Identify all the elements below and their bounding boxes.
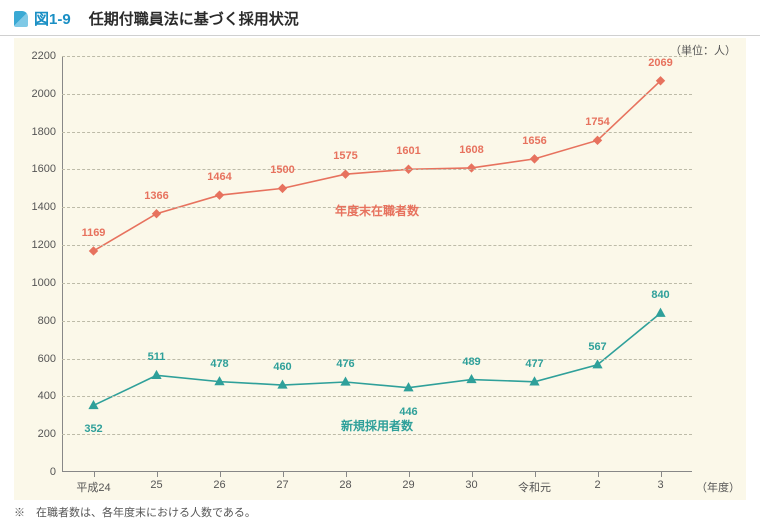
figure-label: 図1-9 xyxy=(34,8,71,29)
x-tick xyxy=(94,472,95,477)
grid-line xyxy=(62,169,692,170)
data-label: 1464 xyxy=(207,171,231,183)
data-marker xyxy=(90,247,98,255)
x-tick xyxy=(472,472,473,477)
data-label: 567 xyxy=(588,341,606,353)
y-tick-label: 200 xyxy=(38,428,56,440)
chart-container: 図1-9 任期付職員法に基づく採用状況 （単位：人） （年度） 02004006… xyxy=(0,0,760,530)
grid-line xyxy=(62,283,692,284)
data-label: 1608 xyxy=(459,144,483,156)
data-label: 1575 xyxy=(333,150,357,162)
y-tick-label: 400 xyxy=(38,390,56,402)
y-tick-label: 2200 xyxy=(32,50,56,62)
y-tick-label: 1800 xyxy=(32,126,56,138)
y-tick-label: 2000 xyxy=(32,88,56,100)
grid-line xyxy=(62,321,692,322)
data-label: 476 xyxy=(336,358,354,370)
tab-icon xyxy=(14,11,28,27)
x-tick-label: 27 xyxy=(276,479,288,491)
x-tick-label: 28 xyxy=(339,479,351,491)
x-tick xyxy=(409,472,410,477)
x-tick-label: 29 xyxy=(402,479,414,491)
x-tick-label: 3 xyxy=(657,479,663,491)
y-tick-label: 1600 xyxy=(32,163,56,175)
y-tick-label: 1000 xyxy=(32,277,56,289)
figure-title: 任期付職員法に基づく採用状況 xyxy=(89,8,299,29)
grid-line xyxy=(62,94,692,95)
series-label: 年度末在職者数 xyxy=(335,202,419,219)
x-tick xyxy=(157,472,158,477)
x-tick-label: 平成24 xyxy=(76,479,110,495)
grid-line xyxy=(62,434,692,435)
data-label: 478 xyxy=(210,358,228,370)
data-label: 511 xyxy=(148,351,166,363)
x-tick xyxy=(661,472,662,477)
x-tick xyxy=(346,472,347,477)
x-tick-label: 25 xyxy=(150,479,162,491)
data-marker xyxy=(341,377,350,385)
series-label: 新規採用者数 xyxy=(341,417,413,434)
data-label: 1754 xyxy=(585,116,609,128)
data-marker xyxy=(152,371,161,379)
data-label: 1366 xyxy=(144,190,168,202)
data-label: 2069 xyxy=(648,57,672,69)
y-tick-label: 0 xyxy=(50,466,56,478)
y-tick-label: 1400 xyxy=(32,201,56,213)
data-label: 1500 xyxy=(270,164,294,176)
data-marker xyxy=(216,191,224,199)
data-label: 1656 xyxy=(522,135,546,147)
series-line xyxy=(94,81,661,251)
grid-line xyxy=(62,56,692,57)
y-tick-label: 800 xyxy=(38,315,56,327)
x-tick-label: 2 xyxy=(594,479,600,491)
x-tick-label: 26 xyxy=(213,479,225,491)
data-label: 1601 xyxy=(396,145,420,157)
grid-line xyxy=(62,396,692,397)
footnote: ※ 在職者数は、各年度末における人数である。 xyxy=(14,504,256,520)
data-label: 460 xyxy=(273,361,291,373)
x-axis-title: （年度） xyxy=(696,479,740,495)
x-tick-label: 令和元 xyxy=(518,479,551,495)
data-label: 477 xyxy=(525,358,543,370)
x-tick xyxy=(598,472,599,477)
data-marker xyxy=(153,210,161,218)
plot-area: （単位：人） （年度） 0200400600800100012001400160… xyxy=(62,56,692,472)
y-tick-label: 600 xyxy=(38,353,56,365)
data-marker xyxy=(342,170,350,178)
figure-header: 図1-9 任期付職員法に基づく採用状況 xyxy=(0,0,760,36)
y-tick-label: 1200 xyxy=(32,239,56,251)
chart-area: （単位：人） （年度） 0200400600800100012001400160… xyxy=(14,38,746,500)
x-tick-label: 30 xyxy=(465,479,477,491)
data-label: 352 xyxy=(84,423,102,435)
data-label: 489 xyxy=(462,356,480,368)
data-marker xyxy=(531,155,539,163)
x-tick xyxy=(220,472,221,477)
data-marker xyxy=(656,309,665,317)
grid-line xyxy=(62,132,692,133)
x-tick xyxy=(283,472,284,477)
data-marker xyxy=(279,184,287,192)
data-label: 446 xyxy=(399,406,417,418)
data-label: 1169 xyxy=(82,227,106,239)
x-tick xyxy=(535,472,536,477)
data-label: 840 xyxy=(651,289,669,301)
grid-line xyxy=(62,245,692,246)
data-marker xyxy=(468,164,476,172)
